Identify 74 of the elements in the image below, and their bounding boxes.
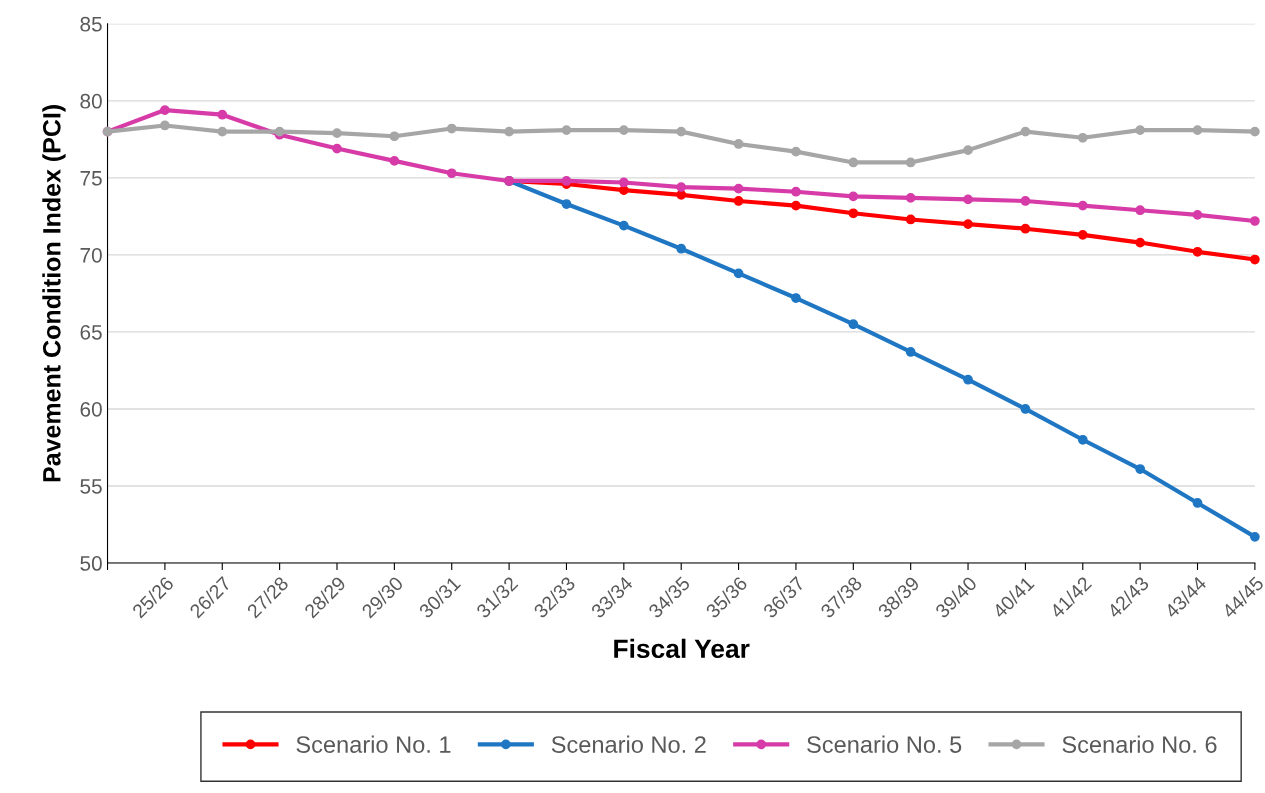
point xyxy=(733,139,744,149)
point xyxy=(848,208,859,219)
legend-label: Scenario No. 1 xyxy=(296,735,451,753)
point xyxy=(1250,216,1260,226)
point xyxy=(1192,246,1203,257)
y-tick-label: 70 xyxy=(80,247,102,263)
legend-label: Scenario No. 6 xyxy=(1062,735,1217,753)
point xyxy=(446,168,457,179)
point xyxy=(1192,498,1203,508)
point xyxy=(733,196,744,206)
point xyxy=(676,243,687,254)
point xyxy=(160,120,170,131)
point xyxy=(1077,230,1088,240)
point xyxy=(1020,404,1031,414)
point xyxy=(332,128,342,139)
point xyxy=(848,191,859,202)
point xyxy=(963,145,973,155)
y-tick-label: 85 xyxy=(80,16,102,32)
legend-label: Scenario No. 5 xyxy=(807,735,962,753)
point xyxy=(1077,200,1088,211)
point xyxy=(1135,125,1146,135)
point xyxy=(733,268,744,279)
point xyxy=(963,194,973,205)
point xyxy=(618,185,629,196)
point xyxy=(791,186,801,197)
point xyxy=(561,199,572,209)
point xyxy=(1192,125,1203,135)
point xyxy=(618,177,629,188)
y-tick-label: 65 xyxy=(80,324,102,340)
point xyxy=(791,146,801,157)
point xyxy=(1135,205,1146,216)
point xyxy=(905,193,916,203)
point xyxy=(676,126,687,137)
point xyxy=(733,183,744,194)
point xyxy=(1135,464,1146,474)
legend-label: Scenario No. 2 xyxy=(551,735,706,753)
point xyxy=(963,374,973,385)
y-tick-label: 50 xyxy=(80,556,102,571)
point xyxy=(389,156,400,166)
point xyxy=(1020,196,1031,206)
point xyxy=(160,105,170,115)
point xyxy=(1135,237,1146,248)
point xyxy=(618,125,629,135)
point xyxy=(1250,254,1260,265)
point xyxy=(1020,223,1031,234)
y-tick-label: 55 xyxy=(80,479,102,494)
point xyxy=(1077,132,1088,143)
point xyxy=(1020,126,1031,137)
point xyxy=(905,157,916,168)
point xyxy=(905,347,916,357)
point xyxy=(217,109,228,120)
point xyxy=(791,200,801,211)
point xyxy=(332,143,342,154)
point xyxy=(389,131,400,142)
point xyxy=(791,293,801,303)
point xyxy=(963,219,973,229)
y-tick-label: 75 xyxy=(80,171,102,186)
point xyxy=(1250,531,1260,542)
x-axis-title: Fiscal Year xyxy=(614,638,750,659)
point xyxy=(1077,434,1088,445)
y-tick-label: 60 xyxy=(80,401,102,417)
point xyxy=(848,157,859,168)
point xyxy=(618,220,629,231)
point xyxy=(217,126,228,137)
y-tick-label: 80 xyxy=(80,93,102,109)
point xyxy=(676,182,687,192)
point xyxy=(848,319,859,330)
point xyxy=(446,123,457,134)
point xyxy=(1192,209,1203,220)
point xyxy=(1250,126,1260,137)
point xyxy=(561,125,572,135)
point xyxy=(504,126,514,137)
y-axis-title: Pavement Condition Index (PCI) xyxy=(42,105,66,482)
point xyxy=(905,214,916,225)
